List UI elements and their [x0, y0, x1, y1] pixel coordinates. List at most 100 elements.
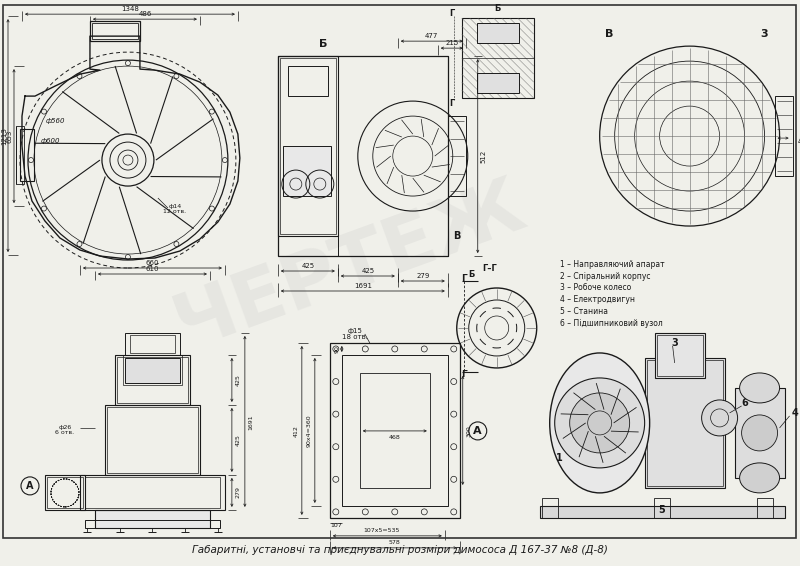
- Text: 4 – Електродвигун: 4 – Електродвигун: [560, 295, 634, 305]
- Bar: [117, 357, 188, 403]
- Bar: [654, 333, 705, 378]
- Bar: [107, 407, 198, 473]
- Text: 215: 215: [445, 40, 458, 46]
- Bar: [774, 96, 793, 176]
- Text: ЧЕРТЕЖ: ЧЕРТЕЖ: [165, 168, 535, 363]
- Bar: [280, 58, 336, 234]
- Text: 1 – Направляючий апарат: 1 – Направляючий апарат: [560, 259, 664, 268]
- Text: ф15: ф15: [347, 328, 362, 334]
- Bar: [92, 23, 138, 39]
- Text: ф560: ф560: [46, 118, 65, 124]
- Text: 90x4=360: 90x4=360: [306, 415, 311, 447]
- Text: Б: Б: [494, 3, 501, 12]
- Bar: [734, 388, 785, 478]
- Text: 412: 412: [294, 425, 298, 437]
- Bar: [80, 475, 225, 510]
- Text: 1691: 1691: [354, 283, 372, 289]
- Ellipse shape: [739, 373, 779, 403]
- Text: 660: 660: [145, 260, 158, 266]
- Bar: [130, 335, 175, 353]
- Bar: [360, 373, 430, 488]
- Bar: [342, 355, 448, 506]
- Text: 1: 1: [556, 453, 563, 463]
- Text: 12 отв.: 12 отв.: [163, 208, 186, 213]
- Circle shape: [570, 393, 630, 453]
- Text: 2 – Спіральний корпус: 2 – Спіральний корпус: [560, 272, 650, 281]
- Text: 468: 468: [389, 435, 401, 440]
- Circle shape: [742, 415, 778, 451]
- Ellipse shape: [739, 463, 779, 493]
- Bar: [477, 73, 518, 93]
- Text: В: В: [606, 29, 614, 39]
- Bar: [85, 520, 220, 528]
- Text: Б: Б: [469, 269, 475, 278]
- Text: 3: 3: [761, 29, 768, 39]
- Bar: [47, 477, 83, 508]
- Text: 6 – Підшипниковий вузол: 6 – Підшипниковий вузол: [560, 319, 662, 328]
- Text: 610: 610: [145, 266, 158, 272]
- Bar: [338, 56, 448, 256]
- Bar: [477, 23, 518, 43]
- Text: 279: 279: [416, 273, 430, 279]
- Text: 578: 578: [389, 541, 401, 546]
- Bar: [448, 116, 466, 196]
- Text: 425: 425: [235, 434, 240, 446]
- Bar: [540, 506, 785, 518]
- Bar: [462, 18, 534, 98]
- Bar: [654, 498, 670, 518]
- Circle shape: [702, 400, 738, 436]
- Text: 6 отв.: 6 отв.: [55, 430, 74, 435]
- Ellipse shape: [550, 353, 650, 493]
- Bar: [125, 333, 180, 355]
- Bar: [757, 498, 773, 518]
- Text: 477: 477: [425, 33, 438, 39]
- Text: Г: Г: [449, 98, 454, 108]
- Text: 425: 425: [302, 263, 314, 269]
- Bar: [645, 358, 725, 488]
- Text: Г: Г: [461, 273, 466, 282]
- Text: 486: 486: [138, 11, 152, 17]
- Text: А: А: [474, 426, 482, 436]
- Circle shape: [554, 378, 645, 468]
- Text: 18 отв.: 18 отв.: [342, 334, 368, 340]
- Text: 1213: 1213: [1, 127, 7, 145]
- Bar: [278, 56, 448, 256]
- Text: 5 – Станина: 5 – Станина: [560, 307, 608, 316]
- Text: 653: 653: [7, 130, 13, 143]
- Text: 300: 300: [466, 425, 471, 437]
- Bar: [105, 405, 200, 475]
- Text: 2: 2: [576, 383, 583, 393]
- Bar: [330, 343, 460, 518]
- Text: 425: 425: [362, 268, 374, 274]
- Text: ф26: ф26: [58, 426, 71, 430]
- Bar: [123, 355, 182, 385]
- Bar: [20, 129, 34, 181]
- Bar: [85, 477, 220, 508]
- Text: Габаритні, установчі та приєднувальні розміри димососа Д 167-37 №8 (Д-8): Габаритні, установчі та приєднувальні ро…: [192, 545, 608, 555]
- Text: 512: 512: [481, 149, 486, 162]
- Bar: [288, 66, 328, 96]
- Bar: [283, 146, 331, 196]
- Bar: [278, 56, 338, 236]
- Text: 3 – Робоче колесо: 3 – Робоче колесо: [560, 284, 631, 293]
- Text: 90: 90: [334, 345, 339, 353]
- Text: Г: Г: [461, 371, 466, 379]
- Text: Г: Г: [449, 8, 454, 18]
- Bar: [657, 335, 702, 376]
- Bar: [16, 126, 24, 184]
- Bar: [115, 355, 190, 405]
- Text: 1348: 1348: [121, 6, 139, 12]
- Bar: [542, 498, 558, 518]
- Text: А: А: [26, 481, 34, 491]
- Bar: [95, 510, 210, 528]
- Bar: [125, 358, 180, 383]
- Text: 279: 279: [235, 486, 240, 498]
- Text: Г–Г: Г–Г: [482, 264, 497, 272]
- Text: ф600: ф600: [40, 138, 60, 144]
- Text: 1691: 1691: [248, 414, 254, 430]
- Text: 4: 4: [791, 408, 798, 418]
- Bar: [646, 360, 722, 486]
- Text: 3: 3: [671, 338, 678, 348]
- Bar: [90, 21, 140, 41]
- Bar: [45, 475, 85, 510]
